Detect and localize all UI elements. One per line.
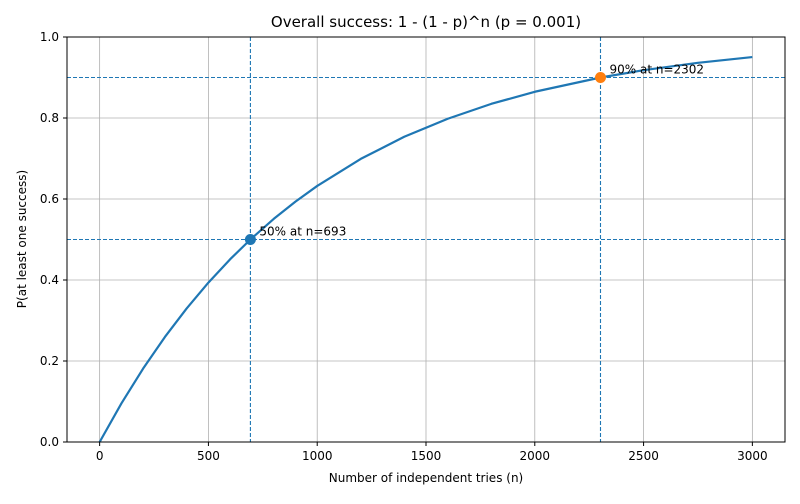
series-layer (98, 55, 753, 443)
x-tick-label: 2500 (628, 449, 659, 463)
x-tick-label: 0 (96, 449, 104, 463)
y-tick-label: 0.2 (40, 354, 59, 368)
y-tick-label: 0.6 (40, 192, 59, 206)
marker-annotation: 90% at n=2302 (609, 63, 704, 77)
x-tick-label: 1500 (411, 449, 442, 463)
y-axis-label: P(at least one success) (15, 170, 29, 308)
x-axis-label: Number of independent tries (n) (329, 471, 523, 485)
axis-layer: 0 500 1000 1500 2000 2500 3000 0.0 0.2 0.4 0.6 0.8 1… (40, 30, 768, 463)
x-tick-label: 2000 (520, 449, 551, 463)
threshold-marker (594, 72, 606, 83)
y-tick-label: 0.4 (40, 273, 59, 287)
x-tick-label: 1000 (302, 449, 333, 463)
y-tick-label: 0.8 (40, 111, 59, 125)
y-tick-label: 1.0 (40, 30, 59, 44)
marker-annotation: 50% at n=693 (259, 225, 346, 239)
x-tick-label: 500 (197, 449, 220, 463)
chart-title: Overall success: 1 - (1 - p)^n (p = 0.00… (271, 13, 581, 31)
success-probability-curve (98, 55, 753, 443)
y-tick-label: 0.0 (40, 435, 59, 449)
threshold-marker (244, 234, 256, 245)
grid-layer (67, 36, 785, 443)
reference-lines-layer (67, 37, 785, 442)
x-tick-label: 3000 (737, 449, 768, 463)
markers-layer: 50% at n=693 90% at n=2302 (244, 63, 704, 245)
